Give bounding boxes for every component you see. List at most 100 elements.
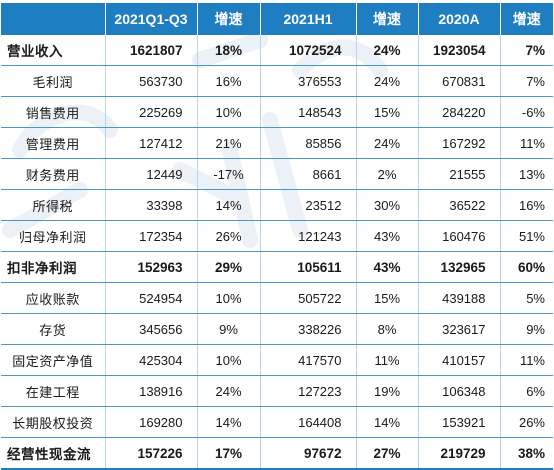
growth-2020a: 16% [500, 189, 553, 221]
row-name: 固定资产净值 [1, 344, 106, 376]
growth-2020a: 38% [500, 437, 553, 470]
value-2020a: 160476 [418, 220, 501, 252]
growth-2021h1: 24% [356, 35, 419, 66]
growth-2021q1-q3: 10% [197, 344, 261, 376]
value-2020a: 284220 [418, 96, 501, 128]
row-name: 毛利润 [1, 65, 106, 97]
table-row: 归母净利润 172354 26% 121243 43% 160476 51% [1, 220, 553, 252]
value-2021q1-q3: 1621807 [105, 35, 198, 66]
value-2021q1-q3: 425304 [105, 344, 198, 376]
growth-2021q1-q3: 29% [197, 251, 261, 283]
value-2020a: 36522 [418, 189, 501, 221]
row-name: 管理费用 [1, 127, 106, 159]
table-row: 管理费用 127412 21% 85856 24% 167292 11% [1, 127, 553, 159]
growth-2020a: 9% [500, 313, 553, 345]
value-2020a: 1923054 [418, 35, 501, 66]
table-row: 扣非净利润 152963 29% 105611 43% 132965 60% [1, 251, 553, 283]
growth-2021q1-q3: 10% [197, 282, 261, 314]
growth-2021h1: 2% [356, 158, 419, 190]
growth-2020a: 6% [500, 375, 553, 407]
row-name: 存货 [1, 313, 106, 345]
header-growth-2: 增速 [356, 3, 419, 35]
value-2021q1-q3: 12449 [105, 158, 198, 190]
value-2021h1: 1072524 [260, 35, 357, 66]
growth-2021h1: 15% [356, 282, 419, 314]
value-2021h1: 417570 [260, 344, 357, 376]
value-2020a: 153921 [418, 406, 501, 438]
value-2020a: 132965 [418, 251, 501, 283]
value-2021q1-q3: 138916 [105, 375, 198, 407]
value-2021h1: 164408 [260, 406, 357, 438]
value-2020a: 410157 [418, 344, 501, 376]
value-2020a: 439188 [418, 282, 501, 314]
table-row: 长期股权投资 169280 14% 164408 14% 153921 26% [1, 406, 553, 438]
table-row: 毛利润 563730 16% 376553 24% 670831 7% [1, 65, 553, 97]
value-2021h1: 105611 [260, 251, 357, 283]
growth-2021h1: 15% [356, 96, 419, 128]
growth-2021h1: 43% [356, 220, 419, 252]
value-2021q1-q3: 33398 [105, 189, 198, 221]
table-row: 营业收入 1621807 18% 1072524 24% 1923054 7% [1, 35, 553, 66]
table-row: 经营性现金流 157226 17% 97672 27% 219729 38% [1, 437, 553, 470]
header-2021q1-q3: 2021Q1-Q3 [105, 3, 198, 35]
row-name: 营业收入 [1, 35, 106, 66]
growth-2020a: 51% [500, 220, 553, 252]
value-2021q1-q3: 152963 [105, 251, 198, 283]
growth-2021q1-q3: 17% [197, 437, 261, 470]
table-row: 应收账款 524954 10% 505722 15% 439188 5% [1, 282, 553, 314]
growth-2021q1-q3: 14% [197, 406, 261, 438]
financial-summary-table: 2021Q1-Q3 增速 2021H1 增速 2020A 增速 营业收入 1621… [1, 3, 553, 470]
value-2020a: 167292 [418, 127, 501, 159]
value-2020a: 323617 [418, 313, 501, 345]
row-name: 经营性现金流 [1, 437, 106, 470]
header-growth-1: 增速 [197, 3, 261, 35]
row-name: 财务费用 [1, 158, 106, 190]
row-name: 应收账款 [1, 282, 106, 314]
table-row: 固定资产净值 425304 10% 417570 11% 410157 11% [1, 344, 553, 376]
growth-2020a: 13% [500, 158, 553, 190]
growth-2021q1-q3: 26% [197, 220, 261, 252]
value-2021q1-q3: 524954 [105, 282, 198, 314]
growth-2021q1-q3: 21% [197, 127, 261, 159]
value-2021q1-q3: 157226 [105, 437, 198, 470]
row-name: 所得税 [1, 189, 106, 221]
value-2021q1-q3: 172354 [105, 220, 198, 252]
growth-2021h1: 14% [356, 406, 419, 438]
growth-2021q1-q3: -17% [197, 158, 261, 190]
growth-2020a: 11% [500, 344, 553, 376]
row-name: 销售费用 [1, 96, 106, 128]
value-2021h1: 97672 [260, 437, 357, 470]
value-2021q1-q3: 345656 [105, 313, 198, 345]
value-2021h1: 505722 [260, 282, 357, 314]
value-2021h1: 148543 [260, 96, 357, 128]
growth-2021h1: 43% [356, 251, 419, 283]
value-2021q1-q3: 169280 [105, 406, 198, 438]
value-2020a: 21555 [418, 158, 501, 190]
growth-2020a: 7% [500, 35, 553, 66]
value-2021h1: 23512 [260, 189, 357, 221]
growth-2020a: 7% [500, 65, 553, 97]
value-2021q1-q3: 127412 [105, 127, 198, 159]
growth-2021h1: 27% [356, 437, 419, 470]
row-name: 扣非净利润 [1, 251, 106, 283]
growth-2020a: 26% [500, 406, 553, 438]
growth-2021h1: 11% [356, 344, 419, 376]
growth-2021q1-q3: 14% [197, 189, 261, 221]
value-2021h1: 85856 [260, 127, 357, 159]
header-row: 2021Q1-Q3 增速 2021H1 增速 2020A 增速 [1, 3, 553, 35]
header-2020a: 2020A [418, 3, 501, 35]
growth-2021q1-q3: 18% [197, 35, 261, 66]
value-2021h1: 376553 [260, 65, 357, 97]
value-2021h1: 127223 [260, 375, 357, 407]
row-name: 在建工程 [1, 375, 106, 407]
value-2020a: 219729 [418, 437, 501, 470]
header-2021h1: 2021H1 [260, 3, 357, 35]
growth-2021h1: 19% [356, 375, 419, 407]
growth-2021h1: 30% [356, 189, 419, 221]
header-growth-3: 增速 [500, 3, 553, 35]
value-2021q1-q3: 225269 [105, 96, 198, 128]
value-2021h1: 8661 [260, 158, 357, 190]
row-name: 长期股权投资 [1, 406, 106, 438]
header-blank [1, 3, 106, 35]
growth-2021h1: 8% [356, 313, 419, 345]
